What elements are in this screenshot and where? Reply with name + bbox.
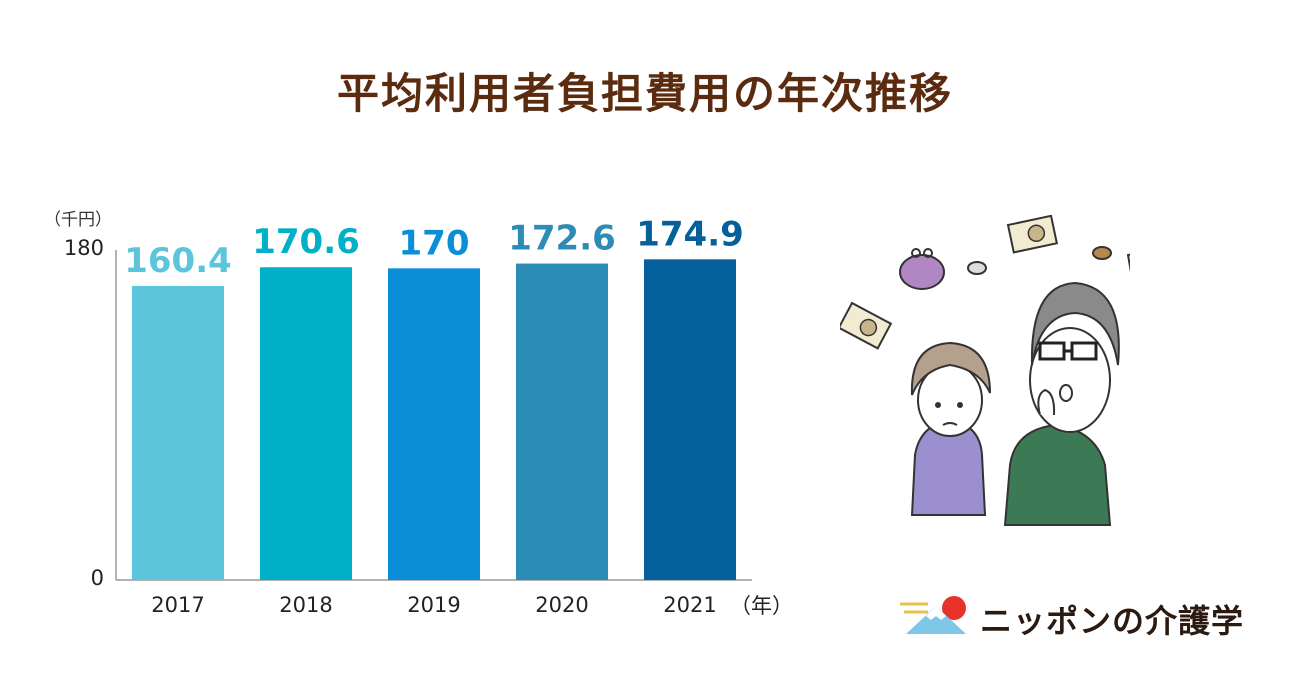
y-tick-0: 0 bbox=[90, 566, 104, 590]
x-tick-2019: 2019 bbox=[407, 593, 460, 617]
bar-2020 bbox=[516, 263, 608, 580]
data-label-2017: 160.4 bbox=[124, 241, 232, 281]
y-axis-unit: （千円） bbox=[44, 210, 112, 230]
banknote-icon bbox=[1006, 215, 1059, 254]
bar-2017 bbox=[132, 285, 224, 580]
x-tick-2017: 2017 bbox=[151, 593, 204, 617]
x-tick-2021: 2021 bbox=[663, 593, 716, 617]
x-tick-2020: 2020 bbox=[535, 593, 588, 617]
worried-elderly-couple-money-illustration bbox=[840, 215, 1130, 526]
x-tick-2018: 2018 bbox=[279, 593, 332, 617]
y-tick-180: 180 bbox=[63, 236, 104, 260]
banknote-icon bbox=[1126, 247, 1130, 278]
bar-2018 bbox=[260, 267, 352, 580]
coin-icon bbox=[967, 261, 987, 275]
brand-logo-icon bbox=[900, 596, 966, 634]
data-label-2021: 174.9 bbox=[636, 214, 744, 254]
bar-2021 bbox=[644, 259, 736, 580]
data-label-2019: 170 bbox=[399, 223, 470, 263]
data-label-2020: 172.6 bbox=[508, 219, 616, 259]
brand-name: ニッポンの介護学 bbox=[980, 602, 1245, 640]
x-axis-unit: （年） bbox=[730, 594, 793, 618]
purse-icon bbox=[899, 248, 945, 290]
bar-chart: 160.4 2017 170.6 2018 170 2019 172.6 2020 174.9 2… bbox=[115, 214, 752, 617]
chart-title: 平均利用者負担費用の年次推移 bbox=[336, 69, 953, 118]
data-label-2018: 170.6 bbox=[252, 222, 360, 262]
bar-2019 bbox=[388, 268, 480, 580]
coin-icon bbox=[1092, 246, 1112, 260]
banknote-icon bbox=[840, 301, 893, 350]
